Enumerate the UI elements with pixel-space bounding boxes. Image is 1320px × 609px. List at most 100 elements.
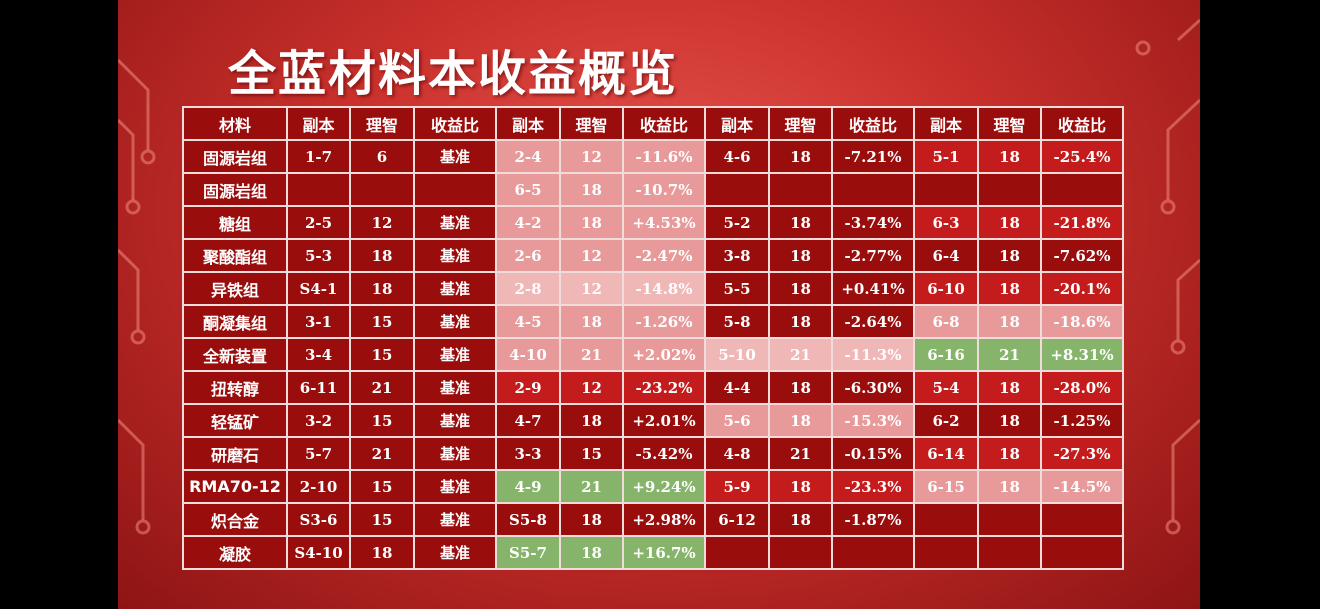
material-name: 全新装置 (182, 337, 288, 372)
table-cell: 基准 (413, 469, 497, 504)
table-cell: 3-8 (704, 238, 770, 273)
table-cell: 15 (559, 436, 624, 471)
table-cell: 4-7 (495, 403, 561, 438)
table-cell: 18 (768, 238, 833, 273)
table-cell: -1.26% (622, 304, 706, 339)
table-cell: 18 (559, 205, 624, 240)
table-cell: 基准 (413, 337, 497, 372)
table-cell: 18 (768, 370, 833, 405)
table-cell: -0.15% (831, 436, 915, 471)
table-row: 酮凝集组 3-1 15 基准 4-5 18 -1.26% 5-8 18 -2.64% 6-8 18 -1… (182, 304, 1124, 339)
table-cell: -2.64% (831, 304, 915, 339)
column-header: 材料 (182, 106, 288, 141)
table-cell: -2.47% (622, 238, 706, 273)
table-cell: 21 (768, 436, 833, 471)
table-cell (913, 172, 979, 207)
table-cell: -21.8% (1040, 205, 1124, 240)
table-cell: 6-5 (495, 172, 561, 207)
material-name: 研磨石 (182, 436, 288, 471)
table-cell: 18 (768, 403, 833, 438)
table-cell: 18 (977, 304, 1042, 339)
material-name: 聚酸酯组 (182, 238, 288, 273)
table-cell: 21 (349, 370, 415, 405)
column-header: 副本 (286, 106, 351, 141)
table-cell: 6-10 (913, 271, 979, 306)
table-cell (704, 535, 770, 570)
column-header: 副本 (913, 106, 979, 141)
table-cell: 6-12 (704, 502, 770, 537)
table-cell: 6-14 (913, 436, 979, 471)
table-cell: +0.41% (831, 271, 915, 306)
table-cell: 18 (977, 469, 1042, 504)
table-cell: 2-5 (286, 205, 351, 240)
table-cell: 4-9 (495, 469, 561, 504)
table-cell: 3-3 (495, 436, 561, 471)
table-row: 聚酸酯组 5-3 18 基准 2-6 12 -2.47% 3-8 18 -2.77% 6-4 18 -7… (182, 238, 1124, 273)
table-cell: 21 (768, 337, 833, 372)
table-cell: 2-10 (286, 469, 351, 504)
table-cell: 6-15 (913, 469, 979, 504)
table-cell (1040, 535, 1124, 570)
table-cell: 2-4 (495, 139, 561, 174)
table-cell: 基准 (413, 304, 497, 339)
table-cell: -11.3% (831, 337, 915, 372)
table-cell: -27.3% (1040, 436, 1124, 471)
table-cell (831, 172, 915, 207)
table-cell: -23.3% (831, 469, 915, 504)
table-cell: 4-8 (704, 436, 770, 471)
table-cell: 18 (977, 139, 1042, 174)
table-cell: 基准 (413, 205, 497, 240)
table-row: 全新装置 3-4 15 基准 4-10 21 +2.02% 5-10 21 -11.3% 6-16 2… (182, 337, 1124, 372)
table-cell: 4-5 (495, 304, 561, 339)
table-row: 糖组 2-5 12 基准 4-2 18 +4.53% 5-2 18 -3.74% 6-3 18 -21.… (182, 205, 1124, 240)
table-cell: 18 (768, 205, 833, 240)
table-cell: 18 (977, 271, 1042, 306)
table-cell: 18 (768, 304, 833, 339)
material-name: 轻锰矿 (182, 403, 288, 438)
table-cell: S3-6 (286, 502, 351, 537)
column-header: 理智 (559, 106, 624, 141)
table-cell: 18 (559, 403, 624, 438)
table-cell: -5.42% (622, 436, 706, 471)
table-cell: 5-2 (704, 205, 770, 240)
material-name: 糖组 (182, 205, 288, 240)
table-cell (913, 535, 979, 570)
table-cell: -20.1% (1040, 271, 1124, 306)
table-cell: 4-6 (704, 139, 770, 174)
table-cell: 12 (349, 205, 415, 240)
table-cell: 18 (768, 502, 833, 537)
material-name: 固源岩组 (182, 172, 288, 207)
table-cell: 3-4 (286, 337, 351, 372)
table-cell: 15 (349, 337, 415, 372)
table-cell: 18 (349, 535, 415, 570)
table-cell: +8.31% (1040, 337, 1124, 372)
table-cell: 18 (349, 238, 415, 273)
table-cell: S4-10 (286, 535, 351, 570)
column-header: 收益比 (831, 106, 915, 141)
table-cell: 6 (349, 139, 415, 174)
material-name: 酮凝集组 (182, 304, 288, 339)
table-cell: -6.30% (831, 370, 915, 405)
table-row: 炽合金 S3-6 15 基准 S5-8 18 +2.98% 6-12 18 -1.87% (182, 502, 1124, 537)
table-cell: -18.6% (1040, 304, 1124, 339)
table-cell (831, 535, 915, 570)
table-cell: 基准 (413, 535, 497, 570)
table-cell: 18 (977, 370, 1042, 405)
table-cell: 12 (559, 370, 624, 405)
table-cell: 2-9 (495, 370, 561, 405)
table-cell: +16.7% (622, 535, 706, 570)
table-cell: S5-8 (495, 502, 561, 537)
table-cell: 2-6 (495, 238, 561, 273)
table-cell: 4-10 (495, 337, 561, 372)
table-cell: 4-4 (704, 370, 770, 405)
table-cell: -7.21% (831, 139, 915, 174)
table-cell: 18 (977, 238, 1042, 273)
table-cell: 2-8 (495, 271, 561, 306)
column-header: 副本 (495, 106, 561, 141)
table-cell: +9.24% (622, 469, 706, 504)
table-cell (1040, 502, 1124, 537)
column-header: 理智 (977, 106, 1042, 141)
table-cell: 1-7 (286, 139, 351, 174)
table-cell: 21 (349, 436, 415, 471)
table-cell: -1.25% (1040, 403, 1124, 438)
